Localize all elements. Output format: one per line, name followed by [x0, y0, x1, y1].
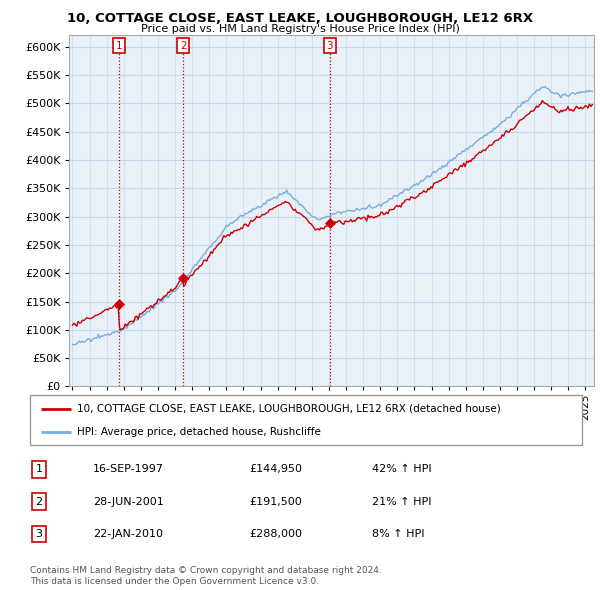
FancyBboxPatch shape	[30, 395, 582, 445]
Text: Price paid vs. HM Land Registry's House Price Index (HPI): Price paid vs. HM Land Registry's House …	[140, 24, 460, 34]
Text: Contains HM Land Registry data © Crown copyright and database right 2024.: Contains HM Land Registry data © Crown c…	[30, 566, 382, 575]
Text: £288,000: £288,000	[249, 529, 302, 539]
Text: This data is licensed under the Open Government Licence v3.0.: This data is licensed under the Open Gov…	[30, 577, 319, 586]
Text: 28-JUN-2001: 28-JUN-2001	[93, 497, 164, 507]
Text: 22-JAN-2010: 22-JAN-2010	[93, 529, 163, 539]
Text: 10, COTTAGE CLOSE, EAST LEAKE, LOUGHBOROUGH, LE12 6RX: 10, COTTAGE CLOSE, EAST LEAKE, LOUGHBORO…	[67, 12, 533, 25]
Text: 21% ↑ HPI: 21% ↑ HPI	[372, 497, 431, 507]
Text: £144,950: £144,950	[249, 464, 302, 474]
Text: 3: 3	[35, 529, 43, 539]
Text: 10, COTTAGE CLOSE, EAST LEAKE, LOUGHBOROUGH, LE12 6RX (detached house): 10, COTTAGE CLOSE, EAST LEAKE, LOUGHBORO…	[77, 404, 500, 414]
Text: 3: 3	[326, 41, 333, 51]
Text: 2: 2	[35, 497, 43, 507]
Text: 16-SEP-1997: 16-SEP-1997	[93, 464, 164, 474]
Text: 1: 1	[35, 464, 43, 474]
Text: 1: 1	[115, 41, 122, 51]
Text: 42% ↑ HPI: 42% ↑ HPI	[372, 464, 431, 474]
Text: 8% ↑ HPI: 8% ↑ HPI	[372, 529, 425, 539]
Text: HPI: Average price, detached house, Rushcliffe: HPI: Average price, detached house, Rush…	[77, 427, 321, 437]
Text: 2: 2	[180, 41, 187, 51]
Text: £191,500: £191,500	[249, 497, 302, 507]
